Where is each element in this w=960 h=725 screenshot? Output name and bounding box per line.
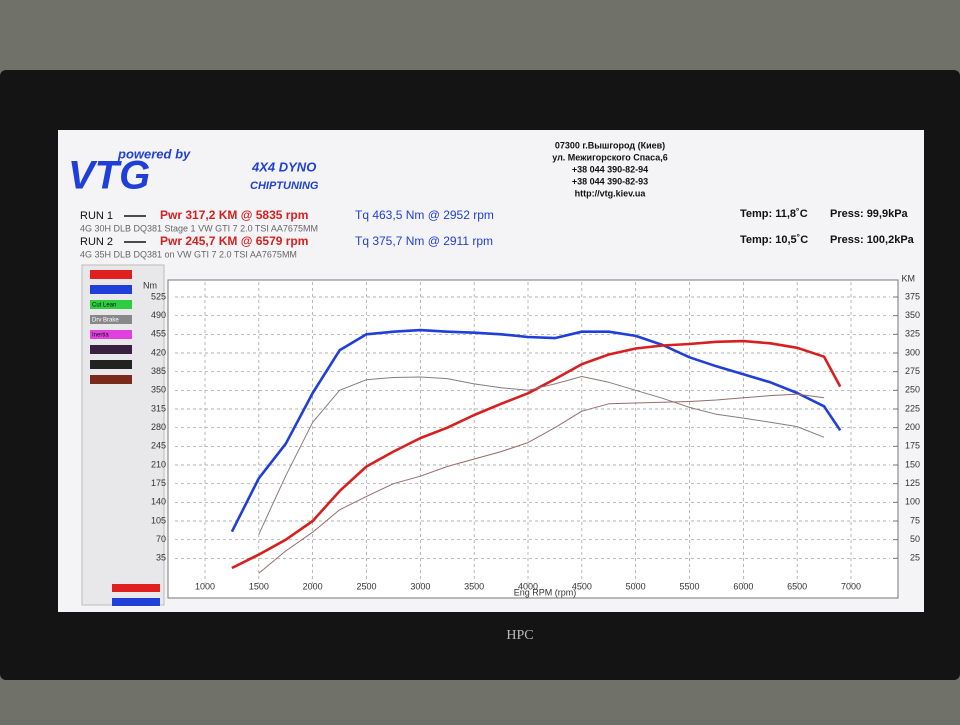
y2-tick-label: 250 xyxy=(905,385,920,395)
y2-tick-label: 50 xyxy=(910,534,920,544)
run-press: Press: 99,9kPa xyxy=(830,208,909,220)
y2-tick-label: 75 xyxy=(910,515,920,525)
run-torque: Tq 375,7 Nm @ 2911 rpm xyxy=(355,234,493,248)
run-torque: Tq 463,5 Nm @ 2952 rpm xyxy=(355,208,494,222)
address-line: ул. Межигорского Спаса,6 xyxy=(552,152,668,162)
x-tick-label: 1000 xyxy=(195,581,215,591)
sidebar-label: Drv Brake xyxy=(92,318,119,324)
x-tick-label: 4500 xyxy=(572,581,592,591)
y2-tick-label: 175 xyxy=(905,441,920,451)
run-temp: Temp: 11,8˚C xyxy=(740,208,808,220)
x-axis-label: Eng RPM (rpm) xyxy=(514,587,577,597)
address-line: http://vtg.kiev.ua xyxy=(575,188,647,198)
y2-tick-label: 375 xyxy=(905,291,920,301)
y-tick-label: 525 xyxy=(151,291,166,301)
x-tick-label: 5000 xyxy=(626,581,646,591)
y-tick-label: 350 xyxy=(151,385,166,395)
y-tick-label: 455 xyxy=(151,329,166,339)
y-tick-label: 420 xyxy=(151,347,166,357)
x-tick-label: 1500 xyxy=(249,581,269,591)
swatch xyxy=(90,345,132,354)
y2-tick-label: 125 xyxy=(905,478,920,488)
x-tick-label: 3500 xyxy=(464,581,484,591)
series-line xyxy=(258,393,825,574)
x-tick-label: 6000 xyxy=(733,581,753,591)
y2-tick-label: 200 xyxy=(905,422,920,432)
y2-tick-label: 325 xyxy=(905,329,920,339)
address-line: 07300 г.Вышгород (Киев) xyxy=(555,140,665,150)
y2-tick-label: 100 xyxy=(905,497,920,507)
address-line: +38 044 390-82-94 xyxy=(572,164,648,174)
swatch xyxy=(112,584,160,592)
product: 4X4 DYNO xyxy=(251,159,316,174)
x-tick-label: 6500 xyxy=(787,581,807,591)
run-name: RUN 1 xyxy=(80,210,113,222)
y-axis-label: Nm xyxy=(143,280,157,290)
y2-axis-label: KM xyxy=(902,273,916,283)
y-tick-label: 210 xyxy=(151,459,166,469)
swatch xyxy=(90,285,132,294)
run-power: Pwr 245,7 KM @ 6579 rpm xyxy=(160,234,308,248)
y-tick-label: 70 xyxy=(156,534,166,544)
swatch xyxy=(90,300,132,309)
run-description: 4G 30H DLB DQ381 Stage 1 VW GTI 7 2.0 TS… xyxy=(80,223,318,233)
run-power: Pwr 317,2 KM @ 5835 rpm xyxy=(160,208,308,222)
y2-tick-label: 350 xyxy=(905,310,920,320)
y2-tick-label: 225 xyxy=(905,403,920,413)
logo: VTG xyxy=(68,154,150,198)
x-tick-label: 3000 xyxy=(410,581,430,591)
series-line xyxy=(258,376,825,535)
y2-tick-label: 150 xyxy=(905,459,920,469)
x-tick-label: 2500 xyxy=(356,581,376,591)
y2-tick-label: 275 xyxy=(905,366,920,376)
y-tick-label: 280 xyxy=(151,422,166,432)
swatch xyxy=(90,375,132,384)
y-tick-label: 35 xyxy=(156,553,166,563)
swatch xyxy=(112,598,160,606)
y-tick-label: 245 xyxy=(151,441,166,451)
y2-tick-label: 300 xyxy=(905,347,920,357)
sidebar-label: Cut Lean xyxy=(92,303,116,309)
x-tick-label: 2000 xyxy=(303,581,323,591)
series-line xyxy=(230,328,842,533)
address-line: +38 044 390-82-93 xyxy=(572,176,648,186)
x-tick-label: 5500 xyxy=(679,581,699,591)
plot-frame xyxy=(167,279,899,599)
y-tick-label: 385 xyxy=(151,366,166,376)
monitor-brand: HPC xyxy=(506,628,533,643)
run-description: 4G 35H DLB DQ381 on VW GTI 7 2.0 TSI AA7… xyxy=(80,249,297,259)
y-tick-label: 490 xyxy=(151,310,166,320)
run-temp: Temp: 10,5˚C xyxy=(740,234,808,246)
powered-by: powered by xyxy=(117,146,191,161)
x-tick-label: 4000 xyxy=(518,581,538,591)
y2-tick-label: 25 xyxy=(910,553,920,563)
swatch xyxy=(90,270,132,279)
x-tick-label: 7000 xyxy=(841,581,861,591)
swatch xyxy=(90,330,132,339)
y-tick-label: 175 xyxy=(151,478,166,488)
run-name: RUN 2 xyxy=(80,236,113,248)
service: CHIPTUNING xyxy=(250,180,319,192)
swatch xyxy=(90,315,132,324)
swatch xyxy=(90,360,132,369)
y-tick-label: 140 xyxy=(151,497,166,507)
y-tick-label: 315 xyxy=(151,403,166,413)
run-press: Press: 100,2kPa xyxy=(830,234,915,246)
sidebar-label: Inertia xyxy=(92,333,109,339)
series-line xyxy=(231,339,842,570)
y-tick-label: 105 xyxy=(151,515,166,525)
